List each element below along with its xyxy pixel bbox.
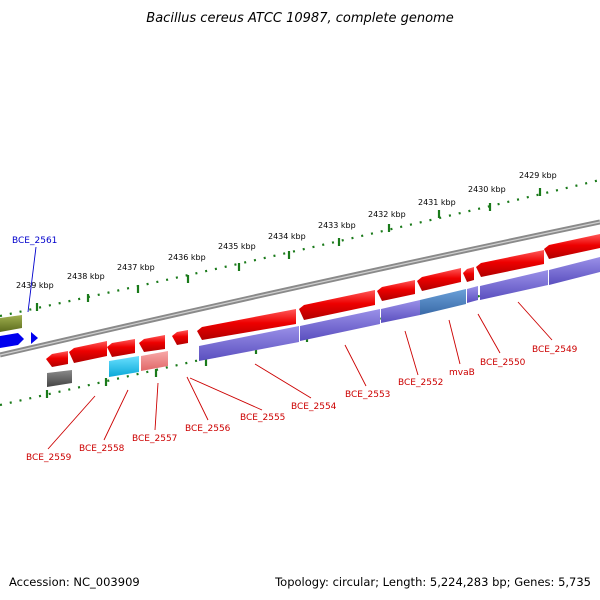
cds-bce-2556[interactable] bbox=[139, 335, 165, 352]
cds-bce-2552[interactable] bbox=[377, 280, 415, 301]
kbp-label: 2433 kbp bbox=[318, 221, 356, 230]
leader-bce-2550 bbox=[477, 313, 501, 354]
topology-summary: Topology: circular; Length: 5,224,283 bp… bbox=[274, 575, 591, 589]
leader-bce-2553 bbox=[344, 344, 367, 387]
kbp-label: 2436 kbp bbox=[168, 253, 206, 262]
leader-bce-2558 bbox=[103, 389, 129, 441]
teal-block[interactable] bbox=[420, 289, 466, 315]
cds-bce-2555[interactable] bbox=[172, 330, 188, 345]
cds-bce-2557[interactable] bbox=[107, 339, 135, 357]
purple-block[interactable] bbox=[300, 309, 380, 341]
cds-bce-2561[interactable] bbox=[0, 333, 24, 348]
cds-small-red[interactable] bbox=[463, 267, 474, 282]
kbp-label: 2435 kbp bbox=[218, 242, 256, 251]
feature-blocks bbox=[47, 257, 600, 387]
leader-bce-2556 bbox=[186, 376, 209, 421]
leader-bce-2559 bbox=[47, 395, 96, 450]
cds-mvab[interactable] bbox=[417, 268, 461, 291]
gene-label-bce-2553[interactable]: BCE_2553 bbox=[345, 390, 390, 400]
gene-label-bce-2559[interactable]: BCE_2559 bbox=[26, 453, 72, 463]
purple-block[interactable] bbox=[549, 257, 600, 285]
leader-bce-2554 bbox=[254, 363, 312, 399]
kbp-label: 2432 kbp bbox=[368, 210, 406, 219]
gene-label-bce-2554[interactable]: BCE_2554 bbox=[291, 402, 337, 412]
gene-labels: BCE_2561 BCE_2559 BCE_2558 BCE_2557 BCE_… bbox=[12, 236, 578, 463]
cds-bce-2550[interactable] bbox=[476, 250, 544, 277]
cyan-block[interactable] bbox=[109, 356, 139, 377]
gene-label-bce-2558[interactable]: BCE_2558 bbox=[79, 444, 125, 454]
accession-text: Accession: NC_003909 bbox=[9, 575, 140, 589]
gene-label-bce-2561[interactable]: BCE_2561 bbox=[12, 236, 57, 246]
kbp-label: 2439 kbp bbox=[16, 281, 54, 290]
kbp-label: 2430 kbp bbox=[468, 185, 506, 194]
cds-bce-2559[interactable] bbox=[46, 351, 68, 367]
gray-block[interactable] bbox=[47, 370, 72, 387]
genome-backbone bbox=[0, 219, 600, 358]
cds-bce-2554[interactable] bbox=[197, 309, 296, 340]
kbp-label: 2434 kbp bbox=[268, 232, 306, 241]
leader-bce-2552 bbox=[404, 330, 419, 376]
kbp-label: 2438 kbp bbox=[67, 272, 105, 281]
gene-label-mvab[interactable]: mvaB bbox=[449, 368, 475, 378]
scale-ticks: 2439 kbp 2438 kbp 2437 kbp 2436 kbp 2435… bbox=[0, 171, 600, 318]
label-leaders bbox=[27, 246, 553, 450]
gene-label-bce-2556[interactable]: BCE_2556 bbox=[185, 424, 231, 434]
cds-small-blue[interactable] bbox=[31, 332, 38, 344]
cds-bce-2549[interactable] bbox=[544, 234, 600, 259]
purple-block[interactable] bbox=[467, 286, 478, 303]
gene-label-bce-2552[interactable]: BCE_2552 bbox=[398, 378, 443, 388]
kbp-label: 2429 kbp bbox=[519, 171, 557, 180]
leader-bce-2557 bbox=[154, 382, 159, 431]
green-feature[interactable] bbox=[0, 315, 22, 332]
gene-label-bce-2549[interactable]: BCE_2549 bbox=[532, 345, 578, 355]
purple-block[interactable] bbox=[199, 326, 299, 361]
cds-track bbox=[46, 234, 600, 367]
pink-block[interactable] bbox=[141, 351, 168, 371]
map-title: Bacillus cereus ATCC 10987, complete gen… bbox=[146, 11, 453, 26]
gene-label-bce-2557[interactable]: BCE_2557 bbox=[132, 434, 177, 444]
leader-bce-2555 bbox=[189, 377, 263, 411]
purple-block[interactable] bbox=[480, 270, 548, 300]
leader-mvab bbox=[448, 319, 461, 365]
kbp-label: 2431 kbp bbox=[418, 198, 456, 207]
purple-block[interactable] bbox=[381, 300, 420, 323]
gene-label-bce-2550[interactable]: BCE_2550 bbox=[480, 358, 526, 368]
leader-bce-2561 bbox=[27, 246, 37, 313]
kbp-label: 2437 kbp bbox=[117, 263, 155, 272]
forward-features bbox=[0, 315, 38, 348]
cds-bce-2558[interactable] bbox=[69, 341, 107, 363]
gene-label-bce-2555[interactable]: BCE_2555 bbox=[240, 413, 285, 423]
cds-bce-2553[interactable] bbox=[299, 290, 375, 320]
leader-bce-2549 bbox=[517, 301, 553, 341]
